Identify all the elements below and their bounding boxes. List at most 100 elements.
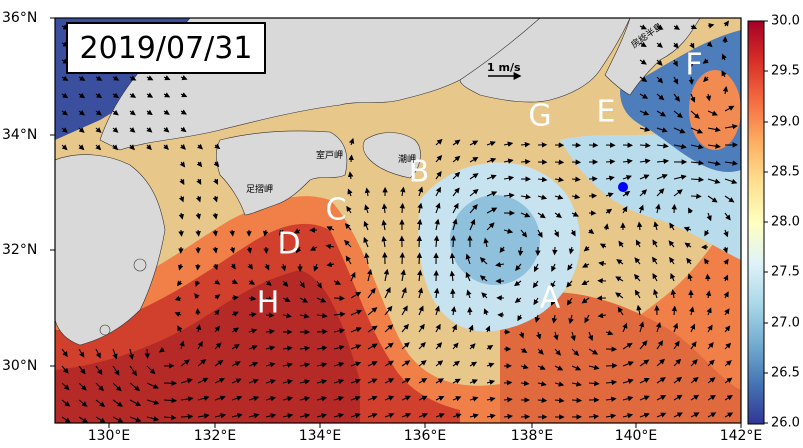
velocity-arrow [346,205,352,214]
velocity-arrow [178,195,185,203]
velocity-arrow [707,126,721,133]
velocity-arrow [520,347,528,353]
velocity-arrow [180,92,188,98]
x-tick-label: 130°E [87,428,131,444]
velocity-arrow [384,412,395,419]
velocity-arrow [690,341,697,350]
velocity-arrow [146,365,156,375]
observation-marker [618,182,628,192]
velocity-arrow [180,75,188,81]
velocity-arrow [537,212,546,219]
velocity-arrow [486,222,495,231]
velocity-arrow [452,360,460,367]
velocity-arrow [515,263,522,271]
velocity-arrow [707,412,717,418]
velocity-arrow [554,212,562,218]
velocity-arrow [112,365,120,376]
velocity-arrow [486,379,496,385]
velocity-arrow [78,110,85,116]
velocity-arrow [282,280,289,288]
velocity-arrow [704,258,710,265]
velocity-arrow [469,361,478,367]
velocity-arrow [350,395,361,402]
velocity-arrow [706,212,712,222]
velocity-arrow [401,412,412,419]
velocity-arrow [177,325,183,333]
region-label-c: C [325,192,347,228]
velocity-arrow [671,305,678,316]
velocity-arrow [178,212,185,220]
region-label-g: G [528,98,552,134]
velocity-arrow [195,195,202,203]
velocity-arrow [179,161,186,168]
velocity-arrow [231,395,243,401]
velocity-arrow [520,194,532,200]
velocity-arrow [231,327,240,333]
velocity-arrow [469,218,476,231]
velocity-arrow [690,143,704,150]
velocity-arrow [690,110,700,119]
velocity-arrow [481,292,488,299]
velocity-arrow [499,246,506,254]
velocity-arrow [174,311,182,317]
velocity-arrow [635,239,641,248]
velocity-arrow [688,207,694,214]
velocity-arrow [401,305,408,316]
kyushu [55,154,166,346]
velocity-arrow [486,345,494,351]
velocity-arrow [418,378,428,384]
velocity-arrow [367,412,378,419]
velocity-arrow [605,396,617,403]
velocity-arrow [724,412,734,418]
velocity-arrow [78,348,85,358]
velocity-arrow [174,295,182,302]
velocity-arrow [617,306,624,316]
velocity-arrow [673,412,683,418]
velocity-arrow [333,395,345,402]
velocity-arrow [567,263,573,271]
velocity-arrow [537,229,543,238]
velocity-arrow [656,110,667,117]
velocity-arrow [364,252,370,265]
velocity-arrow [95,109,102,116]
velocity-arrow [129,127,136,133]
velocity-arrow [316,328,328,335]
velocity-arrow [551,263,557,272]
velocity-arrow [721,70,727,78]
x-tick-label: 138°E [510,428,554,444]
velocity-arrow [673,143,687,150]
velocity-arrow [163,126,170,133]
velocity-arrow [78,144,85,151]
velocity-arrow [583,245,590,252]
region-label-b: B [408,154,430,190]
velocity-arrow [265,328,275,335]
velocity-arrow [690,359,698,367]
velocity-arrow [622,158,633,165]
velocity-arrow [78,416,89,423]
velocity-arrow [214,395,226,401]
velocity-arrow [690,394,700,401]
velocity-arrow [656,59,663,66]
velocity-arrow [381,235,387,248]
x-tick-label: 136°E [403,428,447,444]
velocity-arrow [299,362,311,368]
velocity-arrow [588,364,600,371]
velocity-arrow [333,413,344,419]
velocity-arrow [537,348,544,355]
velocity-arrow [129,144,135,151]
velocity-arrow [486,396,496,402]
velocity-arrow [212,263,218,271]
colorbar-label: 26.5 [771,365,800,381]
velocity-arrow [129,75,137,81]
velocity-arrow [707,178,721,184]
velocity-arrow [634,257,641,265]
velocity-arrow [95,399,106,407]
velocity-arrow [673,358,682,367]
velocity-arrow [707,377,716,384]
velocity-arrow [452,139,461,146]
map-area [55,18,741,423]
velocity-arrow [418,395,428,401]
velocity-arrow [213,161,220,168]
velocity-arrow [688,76,695,86]
velocity-arrow [638,321,645,333]
